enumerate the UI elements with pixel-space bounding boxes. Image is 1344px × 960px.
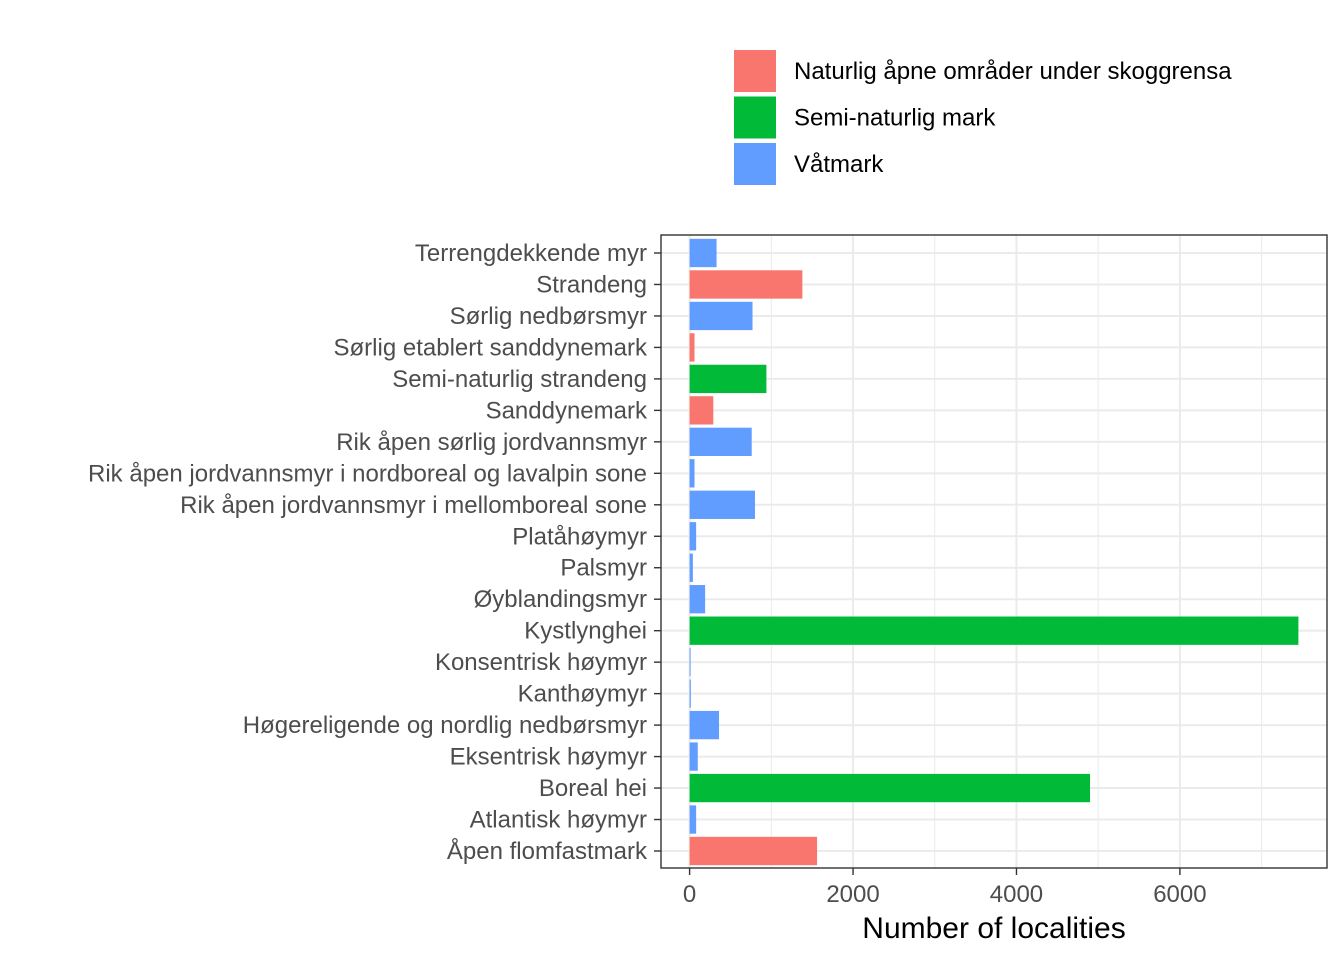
plot-panel-border — [660, 234, 1328, 869]
bar — [689, 710, 720, 740]
y-tick-label: Øyblandingsmyr — [474, 586, 647, 613]
bar — [689, 773, 1091, 803]
bar — [689, 238, 717, 268]
x-axis: 0 2000 4000 6000 — [683, 868, 1207, 908]
legend-label: Naturlig åpne områder under skoggrensa — [794, 58, 1232, 85]
y-tick-label: Rik åpen jordvannsmyr i nordboreal og la… — [88, 460, 647, 487]
bar — [689, 522, 697, 551]
y-tick-label: Rik åpen jordvannsmyr i mellomboreal son… — [180, 492, 647, 519]
bar — [689, 364, 767, 394]
legend-swatch — [734, 143, 776, 185]
y-tick-label: Konsentrisk høymyr — [435, 649, 647, 676]
legend: Naturlig åpne områder under skoggrensa Se… — [734, 50, 1232, 185]
bar — [689, 679, 691, 708]
y-tick-label: Sørlig nedbørsmyr — [450, 303, 647, 330]
bar — [689, 396, 714, 425]
y-tick-label: Kanthøymyr — [518, 681, 647, 708]
x-axis-title: Number of localities — [862, 912, 1125, 945]
y-tick-label: Strandeng — [536, 271, 647, 298]
y-tick-label: Terrengdekkende myr — [415, 240, 647, 267]
plot-panel — [661, 235, 1327, 868]
y-tick-label: Atlantisk høymyr — [470, 807, 647, 834]
y-tick-label: Sørlig etablert sanddynemark — [334, 334, 648, 361]
legend-swatch — [734, 96, 776, 139]
bar — [689, 553, 693, 582]
legend-label: Våtmark — [794, 151, 884, 178]
y-axis: Terrengdekkende myr Strandeng Sørlig nedbø… — [88, 240, 661, 865]
bar — [689, 585, 706, 614]
y-tick-label: Åpen flomfastmark — [447, 837, 648, 865]
bar — [689, 742, 698, 771]
y-tick-label: Høgereligende og nordlig nedbørsmyr — [243, 712, 647, 739]
y-tick-label: Kystlynghei — [524, 618, 647, 645]
bar — [689, 805, 697, 834]
grid-lines — [661, 235, 1327, 868]
y-tick-label: Sanddynemark — [486, 397, 648, 424]
x-tick-label: 0 — [683, 881, 696, 908]
bar — [689, 647, 691, 677]
bar — [689, 616, 1299, 645]
legend-label: Semi-naturlig mark — [794, 105, 996, 132]
y-tick-label: Palsmyr — [560, 555, 647, 582]
y-tick-label: Platåhøymyr — [512, 523, 647, 550]
y-tick-label: Eksentrisk høymyr — [450, 744, 647, 771]
x-tick-label: 2000 — [826, 881, 879, 908]
legend-swatch — [734, 50, 776, 92]
x-tick-label: 4000 — [990, 881, 1043, 908]
bar — [689, 270, 803, 299]
bar — [689, 301, 753, 331]
bar — [689, 836, 818, 866]
bar — [689, 490, 755, 519]
bar — [689, 333, 695, 362]
y-tick-label: Rik åpen sørlig jordvannsmyr — [336, 429, 647, 456]
y-tick-label: Boreal hei — [539, 775, 647, 802]
y-tick-label: Semi-naturlig strandeng — [392, 366, 647, 393]
x-tick-label: 6000 — [1153, 881, 1206, 908]
bar — [689, 427, 752, 457]
bar — [689, 459, 695, 488]
bars — [689, 238, 1299, 866]
